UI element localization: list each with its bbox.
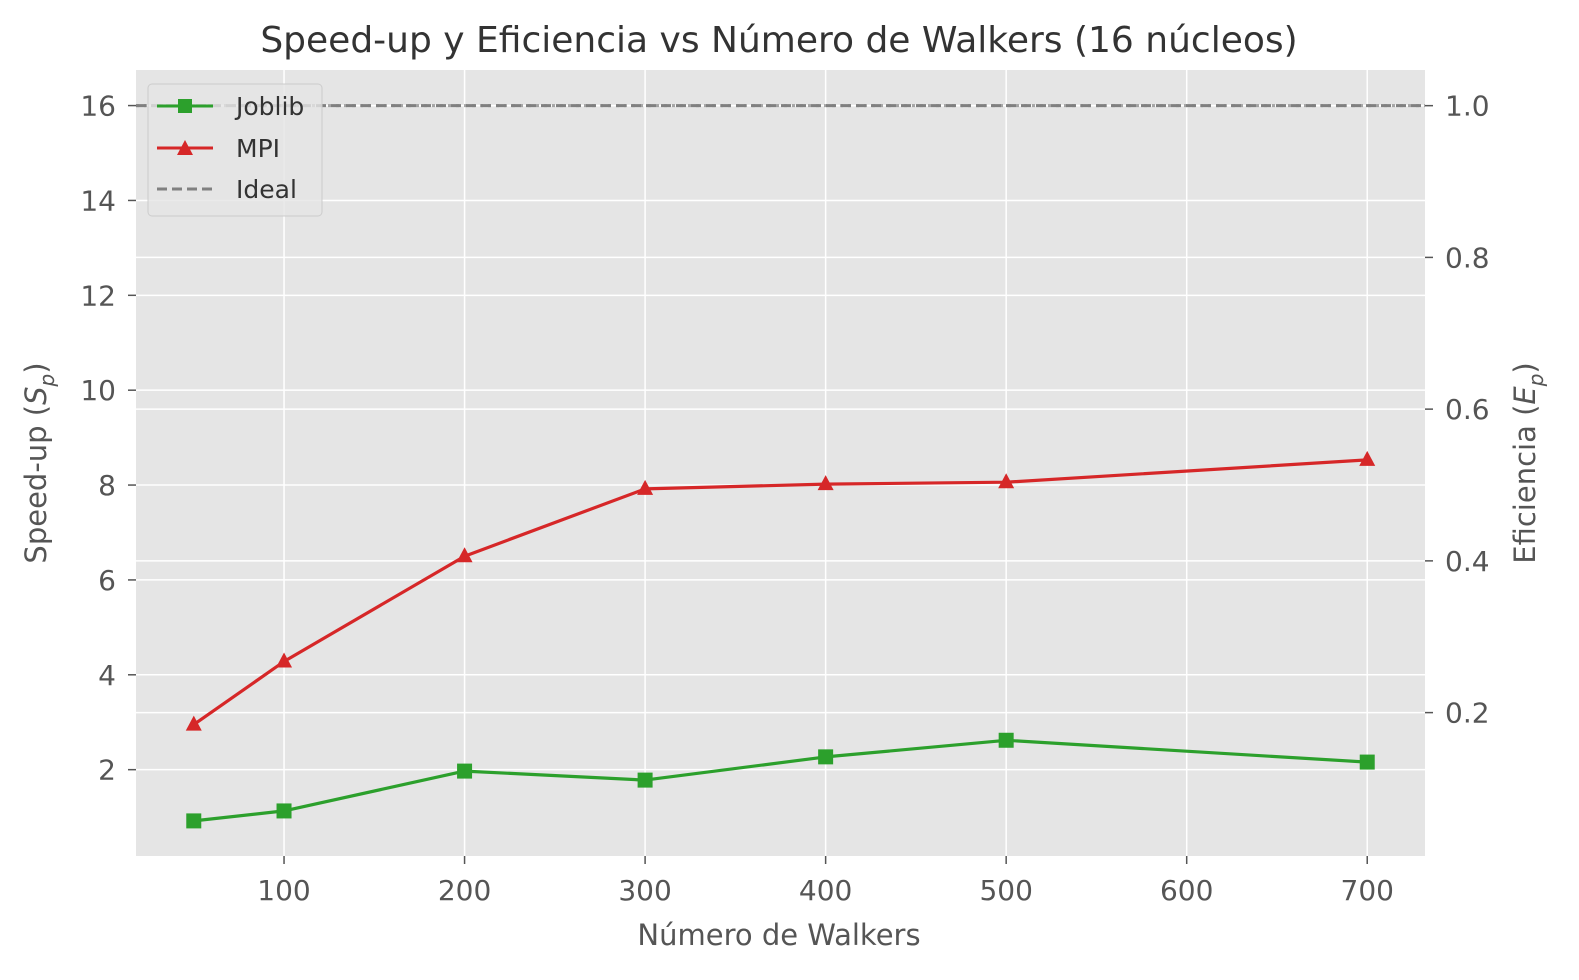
y-axis-title-var: S [19, 386, 53, 404]
y-tick-label: 2 [98, 754, 116, 787]
x-tick-label: 500 [979, 874, 1032, 907]
joblib-point [1360, 755, 1375, 770]
y2-axis-title-close: ) [1508, 362, 1542, 373]
y2-axis-title-var: E [1508, 386, 1542, 405]
x-axis: 100 200 300 400 500 600 700 [257, 856, 1394, 907]
x-tick-label: 300 [618, 874, 671, 907]
chart-title: Speed-up y Eficiencia vs Número de Walke… [260, 20, 1297, 61]
y-axis-title-sub: p [35, 374, 59, 388]
x-tick-label: 600 [1160, 874, 1213, 907]
joblib-point [999, 733, 1014, 748]
plot-background [136, 70, 1425, 856]
legend-ideal-label: Ideal [236, 175, 297, 204]
left-y-axis: 2 4 6 8 10 12 14 16 [80, 90, 136, 787]
y-tick-label: 4 [98, 659, 116, 692]
legend-joblib-marker [178, 99, 192, 113]
x-tick-label: 200 [438, 874, 491, 907]
y2-tick-label: 0.2 [1445, 697, 1490, 730]
y-tick-label: 14 [80, 184, 116, 217]
right-y-axis: 0.2 0.4 0.6 0.8 1.0 [1425, 90, 1490, 730]
y2-axis-title-sub: p [1524, 374, 1548, 388]
y-tick-label: 8 [98, 469, 116, 502]
y-tick-label: 16 [80, 90, 116, 123]
x-tick-label: 700 [1341, 874, 1394, 907]
joblib-point [818, 749, 833, 764]
y-axis-title: Speed-up (Sp) [19, 362, 59, 563]
y2-axis-title: Eficiencia (Ep) [1508, 362, 1548, 563]
legend-joblib-label: Joblib [234, 92, 304, 121]
y-axis-title-main: Speed-up ( [19, 405, 53, 564]
joblib-point [457, 764, 472, 779]
y-tick-label: 10 [80, 374, 116, 407]
joblib-point [186, 813, 201, 828]
x-axis-title: Número de Walkers [637, 918, 920, 952]
x-tick-label: 100 [257, 874, 310, 907]
x-tick-label: 400 [799, 874, 852, 907]
legend-mpi-label: MPI [236, 134, 280, 163]
joblib-point [277, 803, 292, 818]
y2-tick-label: 0.6 [1445, 393, 1490, 426]
y-tick-label: 6 [98, 564, 116, 597]
y-tick-label: 12 [80, 279, 116, 312]
y2-tick-label: 0.4 [1445, 545, 1490, 578]
legend: Joblib MPI Ideal [148, 84, 322, 216]
joblib-point [638, 773, 653, 788]
y2-tick-label: 0.8 [1445, 241, 1490, 274]
y2-axis-title-main: Eficiencia ( [1508, 405, 1542, 564]
y-axis-title-close: ) [19, 362, 53, 373]
y2-tick-label: 1.0 [1445, 90, 1490, 123]
